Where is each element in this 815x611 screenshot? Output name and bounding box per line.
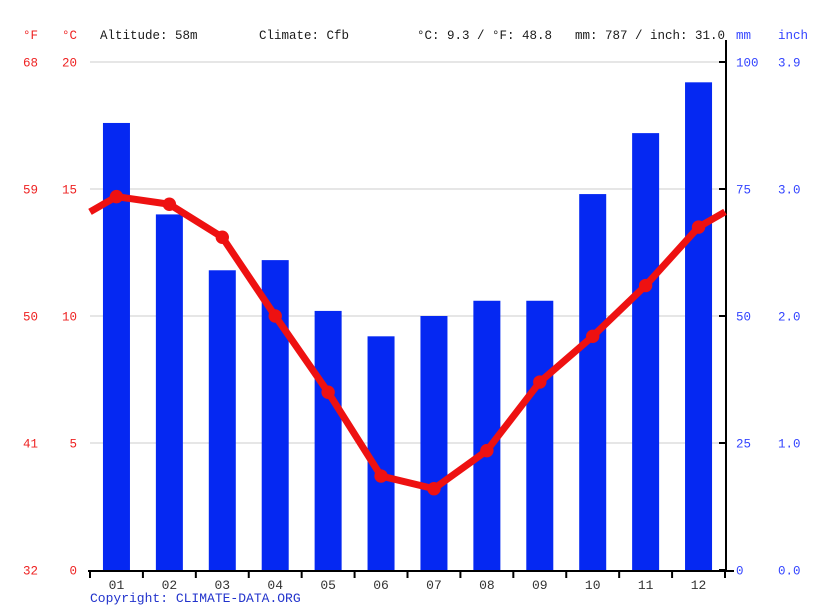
- month-label-08: 08: [479, 578, 495, 593]
- temperature-point-04: [268, 309, 282, 323]
- precipitation-bar-09: [526, 300, 554, 571]
- axis-unit-mm: mm: [736, 29, 752, 43]
- temperature-point-10: [586, 329, 600, 344]
- inch-tick-label: 2.0: [778, 311, 801, 325]
- altitude-label: Altitude: 58m: [100, 29, 198, 43]
- month-label-09: 09: [532, 578, 548, 593]
- temperature-line: [88, 193, 727, 493]
- fahrenheit-tick-label: 59: [23, 184, 38, 198]
- precipitation-bar-02: [155, 214, 183, 571]
- inch-tick-label: 3.0: [778, 184, 801, 198]
- celsius-tick-label: 10: [62, 311, 77, 325]
- precipitation-bar-10: [579, 194, 607, 571]
- copyright-line: Copyright: CLIMATE-DATA.ORG: [90, 591, 301, 607]
- month-label-02: 02: [162, 578, 178, 593]
- temperature-point-07: [427, 482, 441, 496]
- precipitation-bar-07: [420, 316, 448, 571]
- temperature-point-02: [162, 197, 177, 211]
- precipitation-bar-03: [208, 270, 236, 571]
- celsius-tick-label: 5: [69, 438, 77, 452]
- climate-data-org-link[interactable]: CLIMATE-DATA.ORG: [175, 591, 301, 606]
- precipitation-bar-11: [632, 133, 660, 571]
- celsius-tick-label: 20: [62, 57, 77, 71]
- precipitation-bar-06: [367, 336, 395, 571]
- fahrenheit-tick-label: 41: [23, 438, 38, 452]
- temperature-point-08: [480, 443, 494, 458]
- month-label-11: 11: [638, 578, 654, 593]
- climate-class-label: Climate: Cfb: [259, 29, 350, 43]
- mm-tick-label: 50: [736, 311, 751, 325]
- month-label-06: 06: [373, 578, 389, 593]
- temperature-point-09: [533, 375, 547, 389]
- celsius-tick-label: 15: [62, 184, 77, 198]
- mm-tick-label: 0: [736, 565, 744, 579]
- temperature-point-11: [638, 278, 653, 293]
- month-label-07: 07: [426, 578, 442, 593]
- temperature-point-06: [374, 469, 388, 483]
- precipitation-bar-12: [685, 82, 713, 571]
- mm-tick-label: 25: [736, 438, 751, 452]
- month-label-10: 10: [585, 578, 601, 593]
- fahrenheit-tick-label: 32: [23, 565, 38, 579]
- month-label-03: 03: [214, 578, 230, 593]
- month-label-12: 12: [691, 578, 707, 593]
- axis-unit-fahrenheit: °F: [22, 29, 38, 43]
- temperature-point-05: [321, 385, 335, 399]
- annual-precipitation-label: mm: 787 / inch: 31.0: [575, 29, 726, 43]
- celsius-tick-label: 0: [69, 565, 77, 579]
- temperature-point-03: [215, 230, 229, 244]
- mean-temperature-label: °C: 9.3 / °F: 48.8: [417, 29, 553, 43]
- inch-tick-label: 1.0: [778, 438, 801, 452]
- precipitation-bar-05: [314, 310, 342, 571]
- month-label-01: 01: [109, 578, 125, 593]
- copyright-prefix: Copyright:: [90, 591, 169, 606]
- temperature-point-12: [691, 220, 706, 234]
- inch-tick-label: 0.0: [778, 565, 801, 579]
- inch-tick-label: 3.9: [778, 57, 801, 71]
- mm-tick-label: 75: [736, 184, 751, 198]
- fahrenheit-tick-label: 68: [23, 57, 38, 71]
- mm-tick-label: 100: [736, 57, 759, 71]
- axis-unit-inch: inch: [778, 29, 809, 43]
- month-label-04: 04: [267, 578, 283, 593]
- temperature-point-01: [109, 189, 124, 204]
- month-label-05: 05: [320, 578, 336, 593]
- fahrenheit-tick-label: 50: [23, 311, 38, 325]
- axis-unit-celsius: °C: [61, 29, 77, 43]
